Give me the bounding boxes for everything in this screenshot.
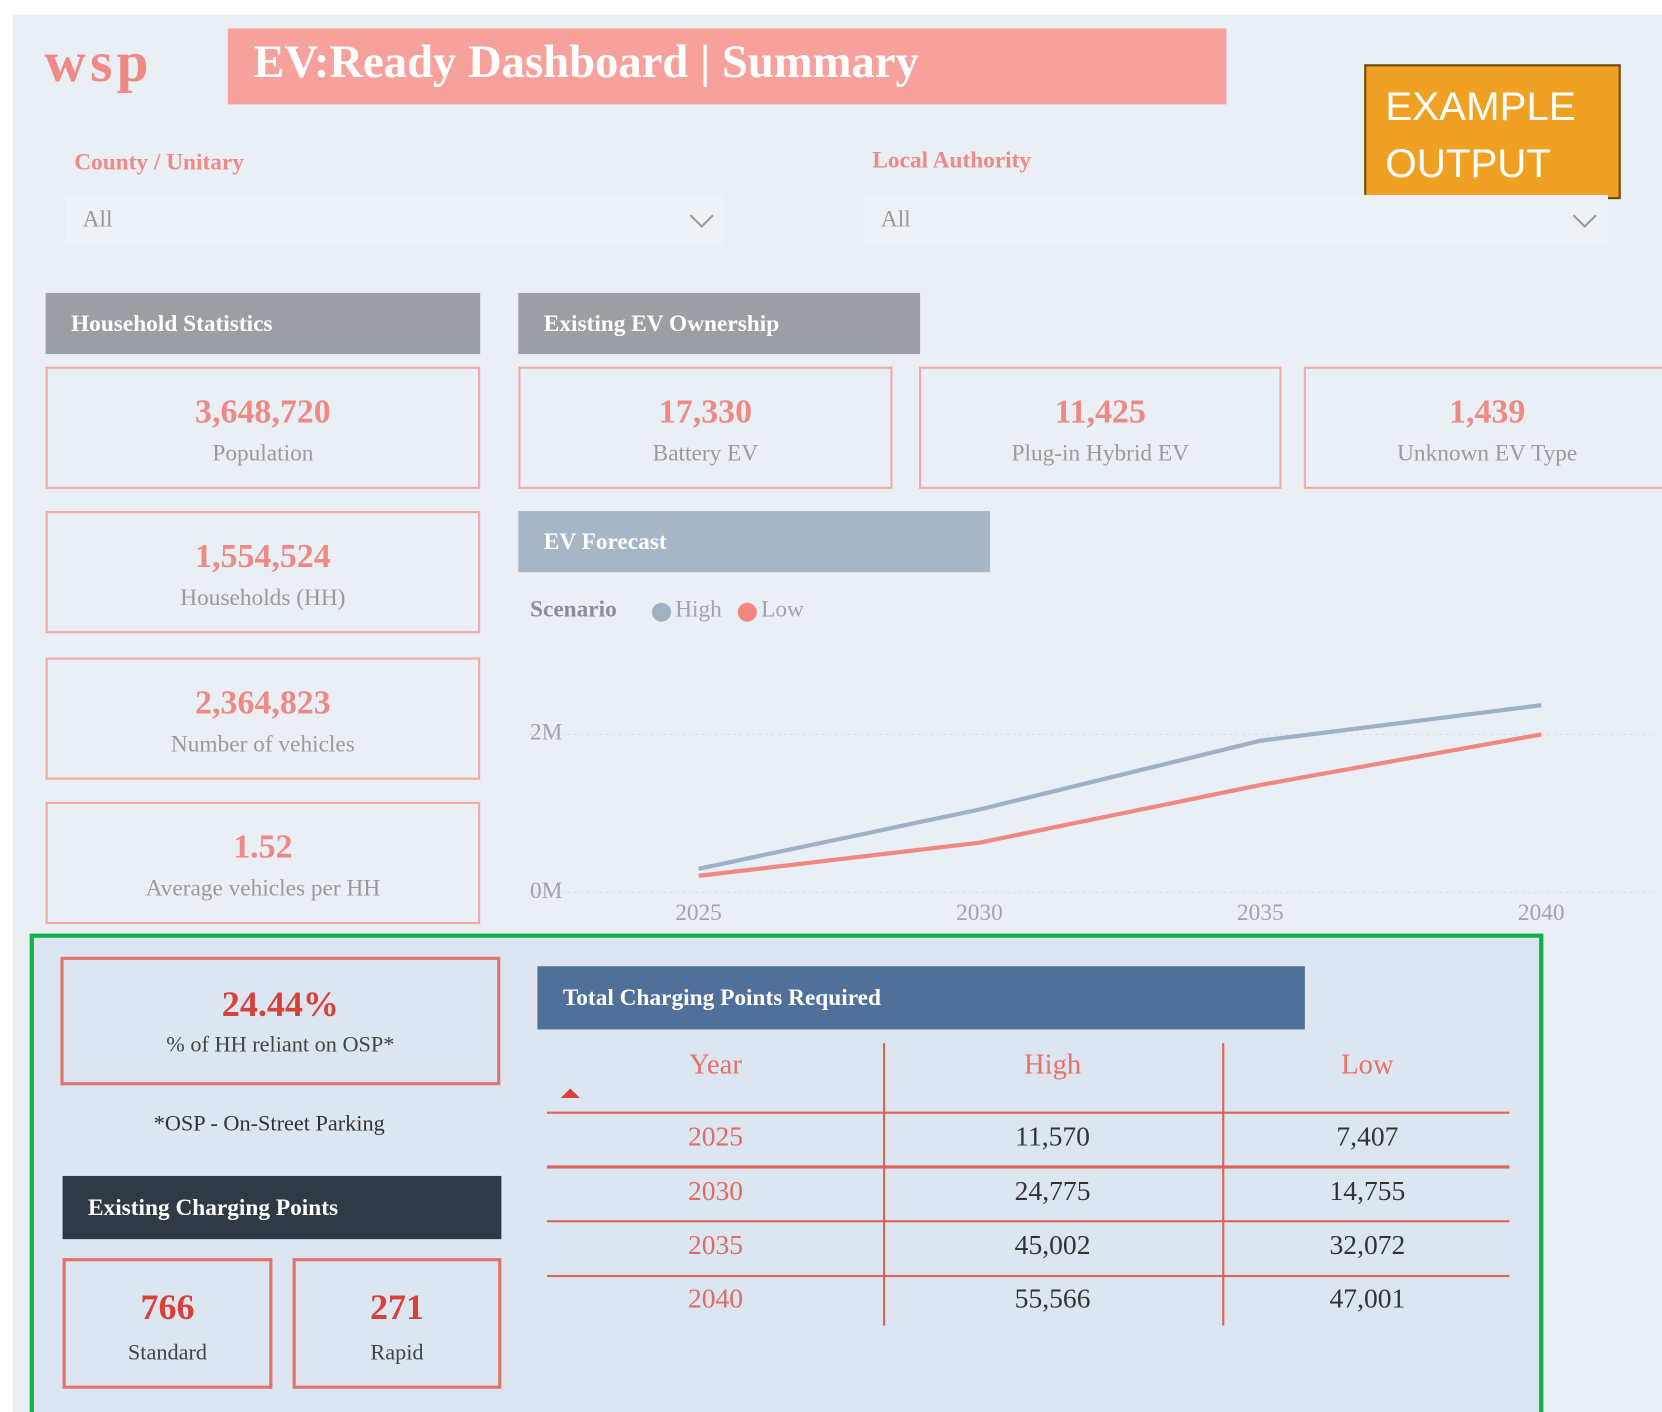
- legend-label: High: [675, 597, 722, 623]
- dropdown[interactable]: All: [65, 194, 726, 246]
- osp-card: 24.44% % of HH reliant on OSP*: [60, 956, 501, 1086]
- column-header: Low: [1341, 1048, 1394, 1081]
- stat-card: 11,425 Plug-in Hybrid EV: [919, 366, 1282, 489]
- section-header: Household Statistics: [45, 292, 481, 355]
- x-tick-label: 2030: [956, 900, 1003, 926]
- column-header: High: [1023, 1048, 1082, 1081]
- stat-card: 1,554,524 Households (HH): [45, 511, 481, 634]
- row-divider: [546, 1165, 1510, 1169]
- osp-label: % of HH reliant on OSP*: [166, 1031, 395, 1057]
- y-tick-label: 0M: [530, 878, 562, 904]
- row-divider: [546, 1111, 1510, 1114]
- x-tick-label: 2035: [1237, 900, 1284, 926]
- legend-title: Scenario: [530, 597, 617, 623]
- row-divider: [546, 1220, 1510, 1223]
- stat-value: 3,648,720: [195, 391, 331, 430]
- column-divider: [1222, 1043, 1225, 1326]
- filter-label: Local Authority: [872, 146, 1032, 173]
- stat-card: 1.52 Average vehicles per HH: [45, 801, 481, 925]
- table-cell: 14,755: [1329, 1175, 1406, 1207]
- stat-card: 2,364,823 Number of vehicles: [45, 657, 481, 780]
- charging-card: 766 Standard: [62, 1258, 273, 1389]
- stat-value: 2,364,823: [195, 682, 331, 721]
- dropdown-value: All: [880, 205, 911, 232]
- section-header: Existing EV Ownership: [518, 292, 921, 355]
- table-cell: 2035: [687, 1229, 744, 1261]
- example-badge: EXAMPLE OUTPUT: [1364, 64, 1621, 200]
- column-header: Year: [689, 1048, 742, 1081]
- legend-label: Low: [761, 597, 804, 623]
- table-cell: 2025: [687, 1121, 744, 1152]
- stat-label: Population: [212, 439, 314, 466]
- legend-marker: [737, 602, 757, 622]
- table-header: Total Charging Points Required: [537, 966, 1305, 1030]
- stat-card: 1,439 Unknown EV Type: [1303, 366, 1662, 489]
- row-divider: [546, 1274, 1510, 1278]
- series-line: [698, 732, 1542, 878]
- stat-value: 11,425: [1054, 391, 1146, 430]
- y-tick-label: 2M: [530, 720, 562, 746]
- table-cell: 55,566: [1014, 1283, 1091, 1314]
- dropdown[interactable]: All: [863, 194, 1609, 246]
- x-tick-label: 2025: [675, 900, 722, 926]
- charging-label: Standard: [127, 1339, 208, 1365]
- stat-label: Plug-in Hybrid EV: [1011, 439, 1190, 466]
- legend-marker: [651, 602, 671, 622]
- title-bar: EV:Ready Dashboard | Summary: [227, 28, 1227, 105]
- charging-value: 766: [140, 1288, 195, 1328]
- section-header: Existing Charging Points: [62, 1175, 502, 1240]
- dropdown-value: All: [82, 205, 113, 232]
- table-cell: 2030: [687, 1175, 744, 1207]
- forecast-chart: 0M 2M 2025 2030 2035 2040 Scenario High Low: [529, 597, 1654, 926]
- stat-label: Number of vehicles: [170, 730, 355, 757]
- sort-arrow[interactable]: [560, 1088, 580, 1098]
- table-cell: 47,001: [1329, 1283, 1406, 1314]
- table-cell: 7,407: [1336, 1121, 1399, 1152]
- x-tick-label: 2040: [1518, 900, 1565, 926]
- table-cell: 24,775: [1014, 1175, 1091, 1207]
- stat-label: Households (HH): [180, 583, 346, 611]
- logo: wsp: [44, 30, 153, 94]
- title: EV:Ready Dashboard | Summary: [253, 35, 919, 88]
- stat-label: Average vehicles per HH: [145, 874, 381, 901]
- note: *OSP - On-Street Parking: [153, 1110, 385, 1136]
- stat-value: 1.52: [233, 827, 293, 866]
- table-cell: 2040: [687, 1283, 744, 1314]
- stat-card: 3,648,720 Population: [45, 366, 481, 489]
- filter-label: County / Unitary: [74, 148, 244, 175]
- table-cell: 11,570: [1015, 1121, 1090, 1152]
- stat-label: Battery EV: [652, 439, 759, 466]
- section-header: EV Forecast: [518, 511, 991, 573]
- stat-label: Unknown EV Type: [1397, 439, 1578, 466]
- charging-card: 271 Rapid: [292, 1258, 502, 1389]
- series-line: [698, 703, 1542, 871]
- charging-value: 271: [369, 1288, 424, 1328]
- stat-value: 1,554,524: [195, 536, 331, 575]
- stat-card: 17,330 Battery EV: [518, 366, 893, 489]
- stat-value: 1,439: [1449, 391, 1526, 430]
- column-divider: [882, 1043, 886, 1326]
- stat-value: 17,330: [658, 391, 753, 430]
- table-cell: 32,072: [1329, 1229, 1406, 1261]
- charging-label: Rapid: [370, 1339, 424, 1365]
- osp-value: 24.44%: [221, 985, 339, 1025]
- table-cell: 45,002: [1014, 1229, 1091, 1261]
